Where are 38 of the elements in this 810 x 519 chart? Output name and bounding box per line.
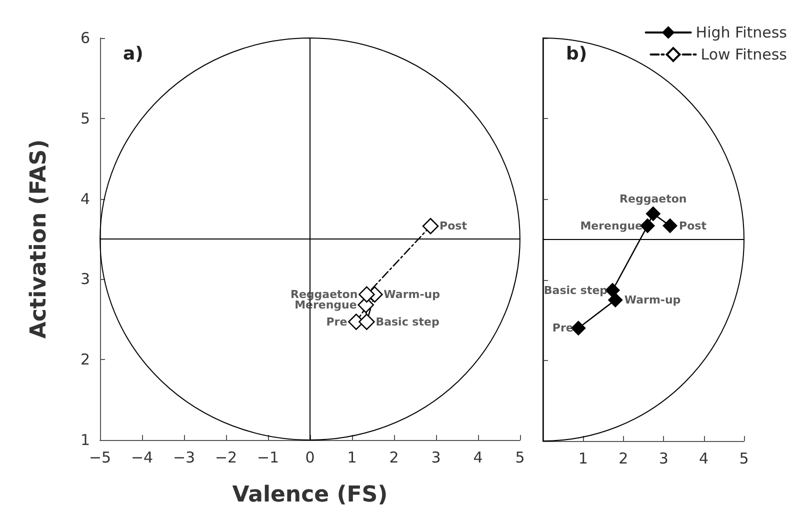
- x-tick-label: 4: [699, 450, 709, 468]
- y-tick-label: 5: [80, 109, 90, 128]
- y-tick-label: 1: [80, 431, 90, 449]
- x-tick-label: 0: [305, 448, 315, 466]
- x-tick-label: 1: [347, 448, 357, 466]
- annotation: Basic step: [544, 284, 608, 297]
- chart-title: a): [123, 44, 144, 64]
- x-tick-label: 2: [618, 450, 628, 468]
- chart-title: b): [566, 44, 588, 64]
- annotation: Reggaeton: [620, 192, 687, 206]
- y-tick-label: 4: [80, 190, 90, 208]
- x-tick-label: −1: [256, 448, 280, 466]
- annotation: Pre: [326, 315, 348, 328]
- annotation: Warm-up: [624, 293, 681, 306]
- annotation: Pre: [552, 322, 574, 335]
- annotation: Warm-up: [384, 288, 440, 301]
- x-tick-label: 4: [473, 448, 483, 466]
- annotation: Post: [679, 219, 706, 232]
- y-tick-label: 6: [80, 29, 90, 47]
- x-tick-label: −2: [214, 448, 238, 466]
- annotation: Post: [440, 220, 467, 233]
- x-tick-label: 5: [739, 450, 749, 468]
- x-tick-label: 3: [431, 448, 441, 466]
- x-tick-label: 5: [515, 448, 525, 466]
- y-tick-label: 3: [80, 270, 90, 288]
- annotation: Merengue: [580, 219, 643, 232]
- x-tick-label: 1: [578, 450, 588, 468]
- annotation: Basic step: [376, 315, 440, 328]
- x-tick-label: 3: [658, 450, 668, 468]
- x-tick-label: 2: [389, 448, 399, 466]
- y-axis-title: Activation (FAS): [26, 139, 52, 339]
- x-tick-label: −3: [172, 448, 196, 466]
- x-tick-label: −4: [130, 448, 154, 466]
- legend-label: High Fitness: [696, 24, 788, 42]
- x-axis-title: Valence (FS): [232, 482, 388, 508]
- y-tick-label: 2: [80, 350, 90, 369]
- legend-label: Low Fitness: [700, 46, 788, 64]
- x-tick-label: −5: [88, 448, 112, 466]
